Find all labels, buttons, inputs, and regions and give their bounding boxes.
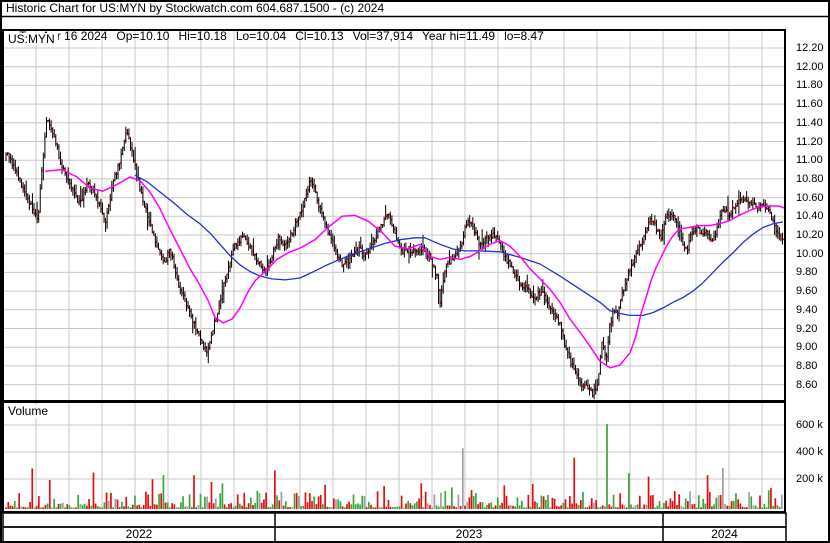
x-axis-year-2022: 2022: [125, 527, 153, 541]
price-axis-label: 11.80: [796, 79, 823, 92]
price-axis-label: 12.20: [796, 42, 824, 54]
volume-axis-label: 400 k: [796, 446, 823, 458]
quote-year-low: lo=8.47: [504, 29, 544, 43]
volume-axis-label: 600 k: [796, 419, 823, 431]
price-axis-label: 10.80: [796, 172, 824, 185]
price-axis-label: 10.60: [796, 191, 824, 204]
quote-open: Op=10.10: [116, 29, 170, 43]
ma-slow-line: [134, 174, 784, 317]
quote-volume: Vol=37,914: [352, 29, 414, 43]
price-axis-label: 9.80: [796, 266, 818, 279]
candlesticks: [5, 116, 785, 400]
price-axis-label: 8.60: [796, 378, 818, 391]
price-axis-label: 8.80: [796, 359, 818, 372]
volume-pane-label: Volume: [8, 405, 52, 418]
price-axis-label: 10.40: [796, 210, 824, 223]
volume-axis-label: 200 k: [796, 473, 823, 485]
price-axis-label: 12.00: [796, 60, 824, 73]
price-axis-label: 10.00: [796, 247, 824, 260]
price-axis-label: 9.20: [796, 322, 818, 335]
quote-low: Lo=10.04: [235, 29, 287, 43]
price-axis-label: 11.20: [796, 135, 823, 148]
price-axis-label: 11.00: [796, 154, 823, 167]
price-axis-label: 9.00: [796, 341, 818, 354]
quote-high: Hi=10.18: [178, 29, 227, 43]
price-axis-label: 10.20: [796, 229, 824, 241]
price-axis-label: 9.40: [796, 303, 818, 316]
price-axis-label: 11.40: [796, 116, 823, 129]
x-axis-year-2023: 2023: [455, 527, 483, 541]
volume-bars: [5, 423, 783, 510]
quote-close: Cl=10.13: [295, 29, 344, 43]
gridlines: [4, 31, 785, 510]
price-axis-label: 9.60: [796, 285, 818, 298]
price-axis-label: 11.60: [796, 98, 823, 111]
price-pane-symbol-label: US:MYN: [8, 33, 58, 46]
quote-year-high: Year hi=11.49: [422, 29, 496, 43]
chart-title: Historic Chart for US:MYN by Stockwatch.…: [6, 1, 385, 15]
x-axis-year-2024: 2024: [711, 527, 738, 541]
quote-info-line: Tue Apr 16 2024 Op=10.10 Hi=10.18 Lo=10.04 C…: [6, 17, 553, 56]
ma-fast-line: [44, 168, 785, 369]
